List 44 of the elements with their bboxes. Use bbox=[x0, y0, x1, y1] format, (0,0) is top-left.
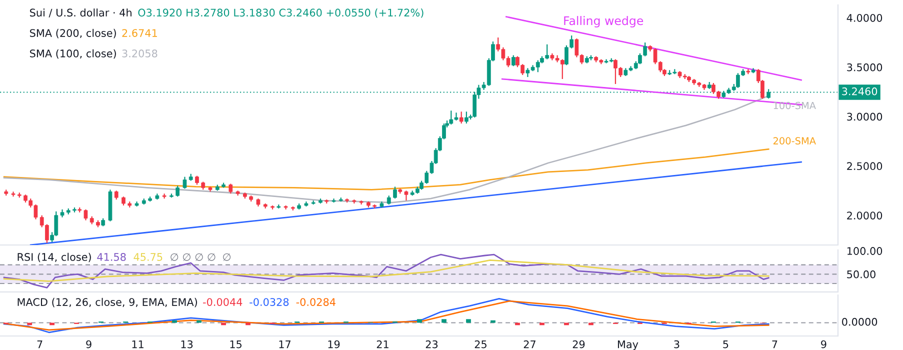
x-tick-label: 27 bbox=[524, 340, 536, 348]
x-tick-label: 23 bbox=[426, 340, 438, 348]
y-tick-label: 3.0000 bbox=[847, 112, 882, 121]
annotation: SMA (200, close) bbox=[30, 28, 116, 38]
x-tick-label: 25 bbox=[474, 340, 486, 348]
x-tick-label: 19 bbox=[328, 340, 340, 348]
x-tick-label: 7 bbox=[772, 340, 778, 348]
annotation: 2.6741 bbox=[122, 29, 157, 37]
x-tick-label: 17 bbox=[279, 340, 291, 348]
series-label: 100-SMA bbox=[774, 102, 816, 110]
annotation: 3.2058 bbox=[122, 50, 158, 58]
chart-title: MACD (12, 26, close, 9, EMA, EMA) bbox=[18, 298, 197, 308]
x-tick-label: 29 bbox=[572, 340, 585, 348]
x-tick-label: 3 bbox=[674, 340, 680, 348]
x-tick-label: 5 bbox=[723, 340, 728, 348]
chart-title: RSI (14, close) bbox=[18, 252, 91, 262]
y-tick-label: 100.00 bbox=[847, 247, 882, 255]
x-tick-label: May bbox=[618, 340, 638, 350]
annotation: 45.75 bbox=[134, 253, 162, 261]
annotation: Falling wedge bbox=[564, 16, 644, 28]
x-tick-label: 11 bbox=[132, 340, 144, 348]
x-tick-label: 15 bbox=[230, 340, 242, 348]
y-tick-label: 50.00 bbox=[847, 270, 876, 278]
annotation: ∅ bbox=[223, 253, 231, 261]
x-tick-label: 13 bbox=[181, 340, 193, 348]
y-tick-label: 3.5000 bbox=[847, 63, 882, 72]
annotation: SMA (100, close) bbox=[30, 49, 116, 59]
x-tick-label: 9 bbox=[821, 340, 826, 348]
annotation: ∅ ∅ ∅ ∅ bbox=[170, 253, 216, 261]
x-tick-label: 7 bbox=[37, 340, 42, 348]
x-tick-label: 9 bbox=[86, 340, 92, 348]
series-label: 200-SMA bbox=[773, 137, 816, 144]
ref-line-label: 3.2460 bbox=[842, 87, 878, 96]
y-tick-label: 2.0000 bbox=[847, 212, 882, 220]
y-tick-label: 4.0000 bbox=[846, 14, 882, 22]
chart-title: Sui / U.S. dollar · 4h bbox=[30, 8, 132, 18]
annotation: 41.58 bbox=[97, 253, 126, 261]
annotation: -0.0284 bbox=[296, 298, 336, 306]
chart-subtitle: O3.1920 H3.2780 L3.1830 C3.2460 +0.0550 (+1.72%) bbox=[138, 8, 424, 18]
x-tick-label: 21 bbox=[376, 340, 388, 348]
ref-line-label: 0.0000 bbox=[842, 318, 878, 326]
y-tick-label: 2.5000 bbox=[847, 162, 882, 170]
annotation: -0.0328 bbox=[250, 298, 289, 306]
annotation: -0.0044 bbox=[203, 298, 242, 306]
